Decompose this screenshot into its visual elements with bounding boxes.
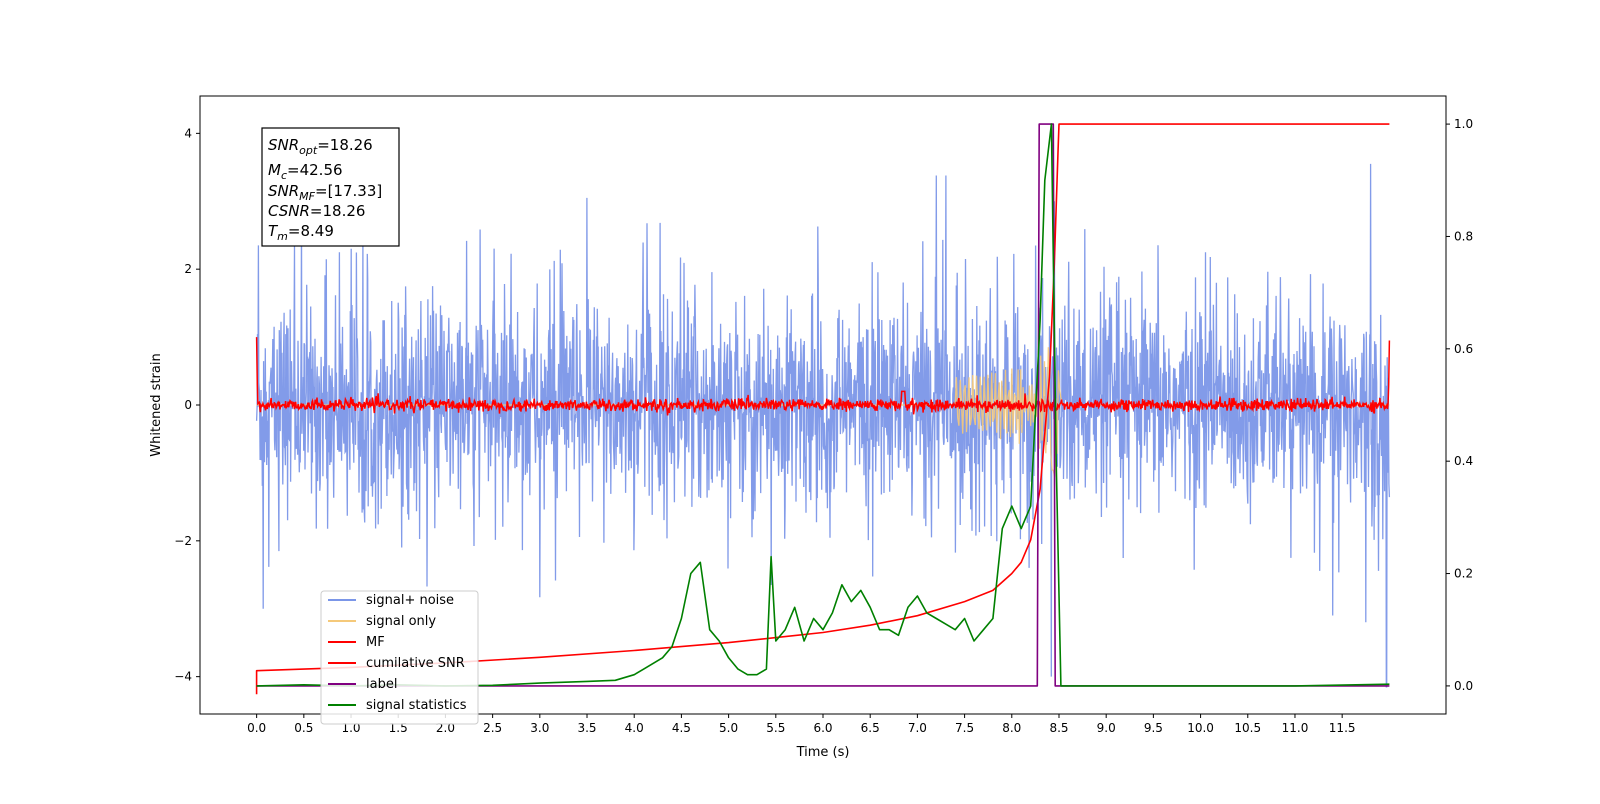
snr-mf-annotation: SNRMF=[17.33] [268, 182, 382, 203]
series-mf [255, 337, 1391, 416]
x-tick-label: 10.0 [1187, 721, 1214, 735]
legend-cumulative-snr-text: cumilative SNR [366, 656, 465, 671]
csnr-annotation: CSNR=18.26 [268, 202, 365, 220]
mc-annotation: Mc=42.56 [268, 161, 343, 182]
x-tick-label: 7.5 [955, 721, 974, 735]
x-tick-label: 8.5 [1049, 721, 1068, 735]
x-tick-label: 4.5 [672, 721, 691, 735]
x-tick-label: 0.5 [294, 721, 313, 735]
series-signal-statistics [256, 123, 1390, 687]
tm-annotation: Tm=8.49 [268, 222, 334, 243]
x-tick-label: 4.0 [625, 721, 644, 735]
snr-opt-annotation: SNRopt=18.26 [268, 136, 373, 157]
x-tick-label: 0.0 [247, 721, 266, 735]
y-tick-label: −4 [174, 670, 192, 684]
x-tick-label: 5.5 [766, 721, 785, 735]
x-tick-label: 9.0 [1097, 721, 1116, 735]
annotation-box: SNRopt=18.26 Mc=42.56 SNRMF=[17.33] CSNR… [261, 127, 400, 247]
y2-tick-label: 1.0 [1454, 117, 1473, 131]
x-tick-label: 3.0 [530, 721, 549, 735]
legend-signal-noise-text: signal+ noise [366, 593, 454, 608]
y2-tick-label: 0.0 [1454, 679, 1473, 693]
y-tick-label: 2 [184, 262, 192, 276]
y-tick-label: 4 [184, 126, 192, 140]
legend-label-text: label [366, 677, 397, 692]
x-tick-label: 11.5 [1329, 721, 1356, 735]
x-tick-label: 6.0 [813, 721, 832, 735]
y2-tick-label: 0.2 [1454, 567, 1473, 581]
series-signal-noise [255, 163, 1391, 688]
y2-tick-label: 0.4 [1454, 454, 1473, 468]
x-tick-label: 5.0 [719, 721, 738, 735]
x-tick-label: 7.0 [908, 721, 927, 735]
x-tick-label: 11.0 [1282, 721, 1309, 735]
legend-mf-text: MF [366, 635, 385, 650]
x-tick-label: 2.5 [483, 721, 502, 735]
x-axis-label: Time (s) [796, 745, 850, 760]
y-axis-label: Whitened strain [149, 353, 164, 456]
x-tick-label: 6.5 [861, 721, 880, 735]
x-tick-label: 10.5 [1234, 721, 1261, 735]
legend: signal+ noise signal only MF cumilative SNR… [320, 590, 479, 725]
legend-signal-statistics-text: signal statistics [366, 698, 467, 713]
y-tick-label: 0 [184, 398, 192, 412]
legend-signal-only-text: signal only [366, 614, 436, 629]
x-tick-label: 8.0 [1002, 721, 1021, 735]
y-tick-label: −2 [174, 534, 192, 548]
y2-tick-label: 0.8 [1454, 229, 1473, 243]
x-tick-label: 9.5 [1144, 721, 1163, 735]
y2-tick-label: 0.6 [1454, 342, 1473, 356]
x-tick-label: 3.5 [577, 721, 596, 735]
